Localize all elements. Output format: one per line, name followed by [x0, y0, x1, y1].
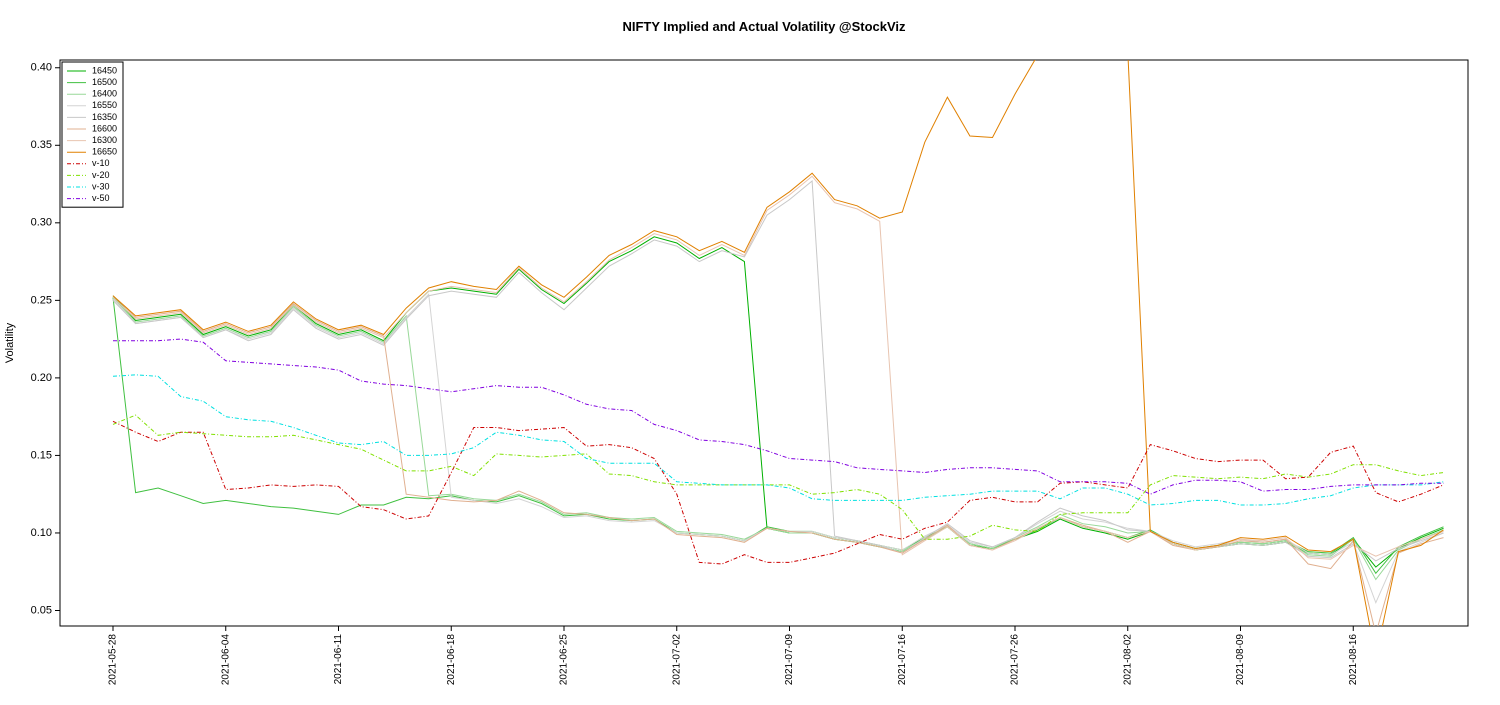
legend-label: 16400 [92, 89, 117, 99]
legend-label: 16650 [92, 147, 117, 157]
series-line [112, 414, 1444, 540]
series-line [112, 374, 1444, 506]
x-tick-label: 2021-08-09 [1235, 634, 1246, 686]
series-line [112, 179, 1444, 562]
legend-label: v-20 [92, 170, 110, 180]
x-tick-label: 2021-06-18 [446, 634, 457, 686]
series-line [112, 295, 1444, 626]
series-line [112, 293, 1444, 605]
legend-label: v-30 [92, 181, 110, 191]
legend-box [61, 61, 124, 208]
legend-label: 16350 [92, 112, 117, 122]
y-tick-label: 0.40 [31, 62, 52, 74]
legend-label: 16500 [92, 77, 117, 87]
y-tick-label: 0.05 [31, 604, 52, 616]
y-tick-label: 0.20 [31, 372, 52, 384]
x-tick-label: 2021-08-02 [1122, 634, 1133, 686]
y-tick-label: 0.25 [31, 294, 52, 306]
x-tick-label: 2021-07-26 [1010, 634, 1021, 686]
y-tick-label: 0.15 [31, 449, 52, 461]
legend-label: 16450 [92, 65, 117, 75]
series-line [112, 296, 1444, 581]
legend-label: 16550 [92, 100, 117, 110]
series-line [112, 420, 1444, 565]
series-line [112, 236, 1444, 568]
y-tick-label: 0.30 [31, 217, 52, 229]
series-line [112, 297, 1444, 575]
x-tick-label: 2021-06-11 [333, 634, 344, 685]
series-line [112, 175, 1444, 560]
legend-label: 16600 [92, 123, 117, 133]
plot-area [112, 60, 1444, 626]
plot-frame [59, 59, 1469, 627]
series-line [112, 60, 1444, 626]
legend-label: v-50 [92, 193, 110, 203]
y-axis-label: Volatility [4, 322, 16, 363]
x-tick-label: 2021-07-02 [671, 634, 682, 686]
x-tick-label: 2021-06-25 [559, 634, 570, 686]
y-tick-label: 0.35 [31, 139, 52, 151]
x-tick-label: 2021-05-28 [108, 634, 119, 686]
chart-title: NIFTY Implied and Actual Volatility @Sto… [622, 19, 906, 34]
x-tick-label: 2021-07-16 [897, 634, 908, 686]
legend-label: 16300 [92, 135, 117, 145]
x-tick-label: 2021-06-04 [220, 634, 231, 686]
x-tick-label: 2021-08-16 [1348, 634, 1359, 686]
legend-label: v-10 [92, 158, 110, 168]
series-line [113, 338, 1444, 495]
x-tick-label: 2021-07-09 [784, 634, 795, 686]
y-tick-label: 0.10 [31, 527, 52, 539]
